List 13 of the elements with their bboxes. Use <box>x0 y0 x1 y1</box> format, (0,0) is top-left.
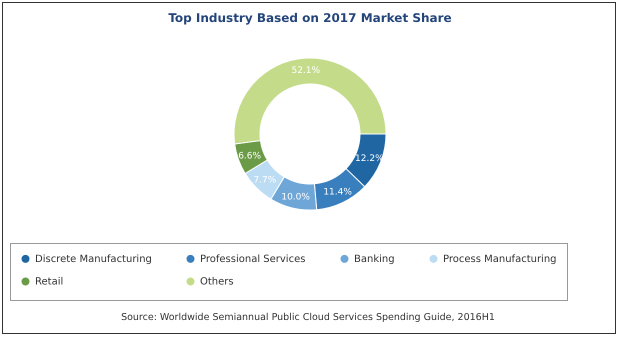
legend-label: Process Manufacturing <box>443 254 557 265</box>
data-label: 10.0% <box>281 192 310 202</box>
legend-label: Discrete Manufacturing <box>35 254 152 265</box>
chart-title: Top Industry Based on 2017 Market Share <box>168 11 452 25</box>
source-note: Source: Worldwide Semiannual Public Cloud Services Spending Guide, 2016H1 <box>120 312 496 323</box>
data-label: 11.4% <box>323 188 352 198</box>
data-label: 52.1% <box>291 66 321 76</box>
legend-label: Banking <box>354 254 395 265</box>
legend-label: Professional Services <box>200 254 306 265</box>
legend-label: Retail <box>35 276 64 288</box>
legend-label: Others <box>200 276 234 288</box>
data-label: 7.7% <box>253 175 277 186</box>
data-label: 6.6% <box>238 151 262 162</box>
